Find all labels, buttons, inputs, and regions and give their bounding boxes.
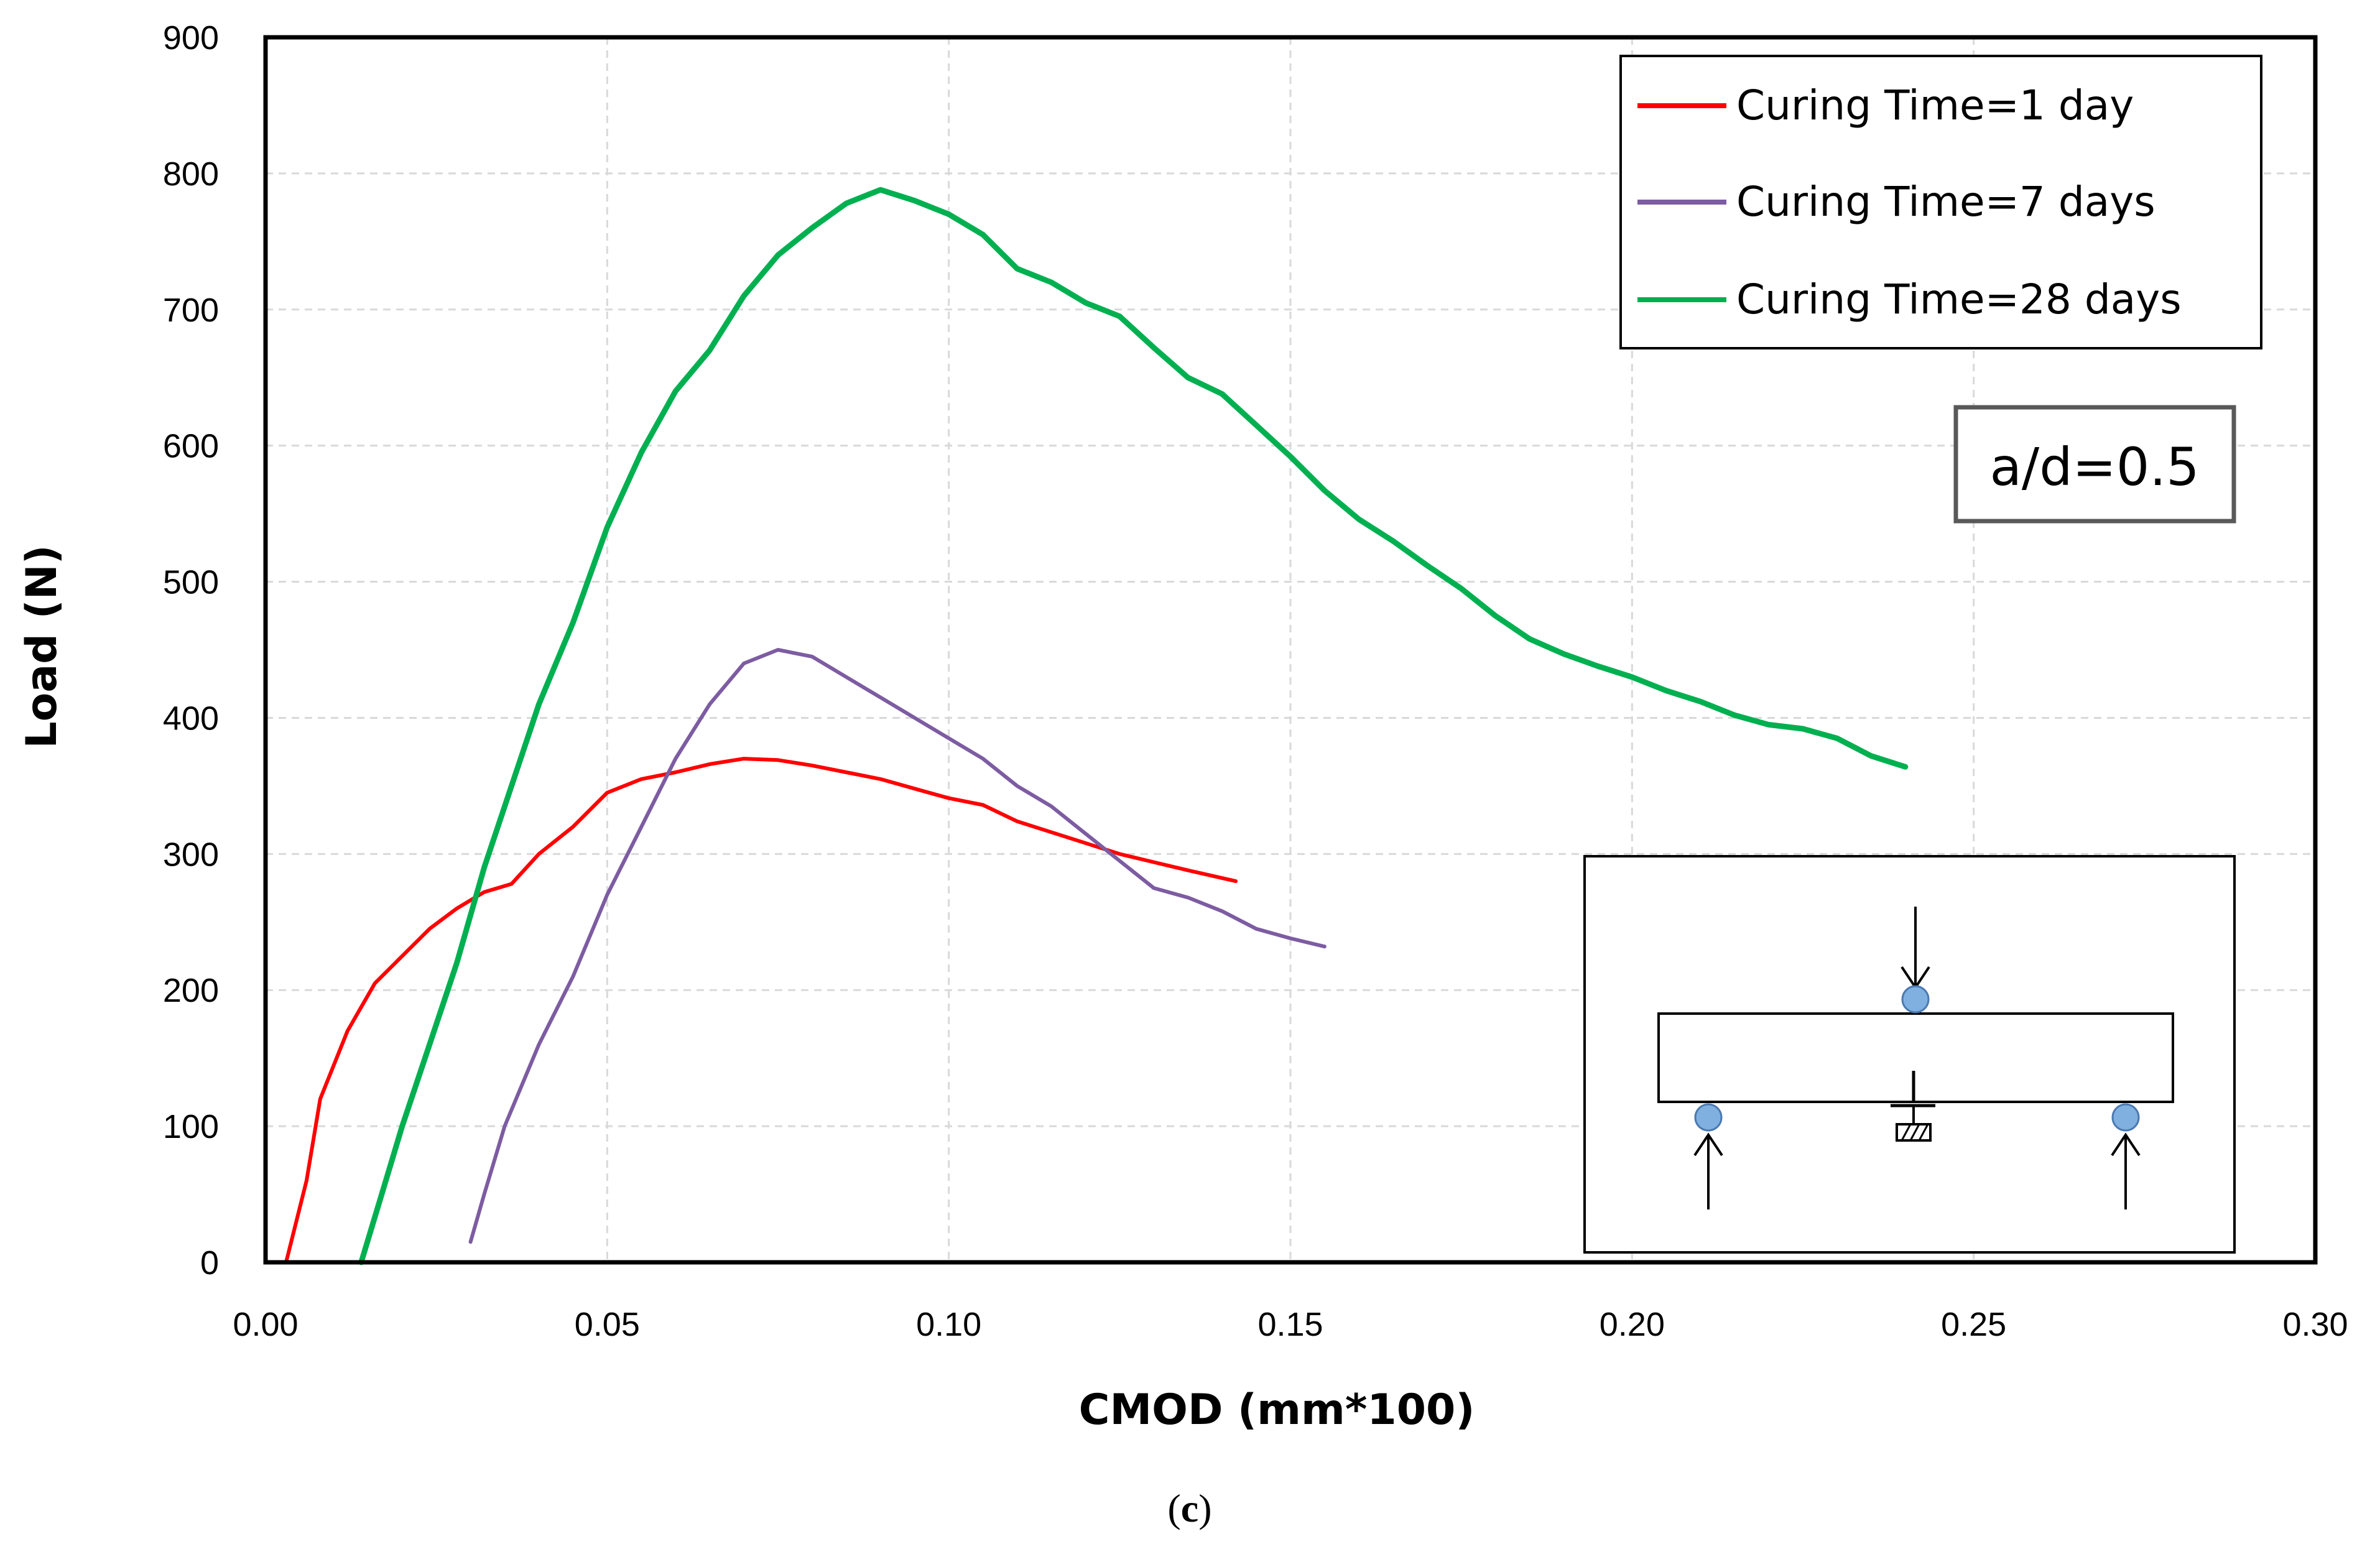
plot-frame	[263, 35, 2318, 1265]
y-tick-label: 100	[163, 1108, 219, 1145]
clip-gauge-body	[1896, 1123, 1932, 1142]
y-tick-label: 600	[163, 428, 219, 465]
caption-open-paren: (	[1167, 1486, 1180, 1530]
series-line-curing-time-1-day	[284, 757, 1238, 1264]
x-tick-label: 0.00	[233, 1306, 298, 1343]
x-tick-labels: 0.00 0.05 0.10 0.15 0.20 0.25 0.30	[233, 1306, 2348, 1343]
series-line-curing-time-7-days	[468, 648, 1327, 1244]
figure-caption: (c)	[1167, 1486, 1211, 1530]
legend-label-1-day: Curing Time=1 day	[1736, 81, 2134, 129]
y-axis-title: Load (N)	[17, 545, 67, 748]
series-line-curing-time-28-days	[358, 187, 1909, 1265]
right-support-roller	[2111, 1103, 2140, 1132]
legend-label-28-days: Curing Time=28 days	[1736, 275, 2182, 323]
x-tick-label: 0.30	[2282, 1306, 2348, 1343]
left-support-roller	[1694, 1103, 1723, 1132]
x-tick-label: 0.25	[1941, 1306, 2006, 1343]
beam	[1657, 1012, 2174, 1103]
y-tick-label: 0	[200, 1244, 219, 1282]
y-tick-label: 500	[163, 564, 219, 601]
left-reaction-arrowhead-icon	[1693, 1132, 1723, 1157]
test-setup-inset	[1583, 855, 2236, 1254]
y-tick-label: 700	[163, 292, 219, 329]
clip-gauge-hatch	[1901, 1124, 1929, 1141]
y-tick-label: 300	[163, 836, 219, 873]
caption-close-paren: )	[1198, 1486, 1211, 1530]
ratio-label: a/d=0.5	[1989, 437, 2199, 497]
x-tick-label: 0.15	[1257, 1306, 1323, 1343]
ratio-annotation: a/d=0.5	[1953, 405, 2236, 524]
legend-label-7-days: Curing Time=7 days	[1736, 178, 2155, 226]
x-tick-label: 0.10	[916, 1306, 981, 1343]
y-tick-label: 400	[163, 700, 219, 737]
y-tick-labels: 0 100 200 300 400 500 600 700 800 900	[163, 19, 219, 1282]
x-tick-label: 0.20	[1600, 1306, 1665, 1343]
y-tick-label: 800	[163, 155, 219, 193]
legend-box	[1619, 55, 2262, 349]
load-roller	[1901, 985, 1930, 1014]
ratio-box	[1953, 405, 2236, 524]
x-tick-label: 0.05	[575, 1306, 640, 1343]
y-tick-label: 900	[163, 19, 219, 57]
y-tick-label: 200	[163, 972, 219, 1009]
caption-letter: c	[1181, 1486, 1198, 1530]
legend: Curing Time=1 day Curing Time=7 days Cur…	[1619, 55, 2262, 349]
series-layer	[284, 187, 1909, 1265]
x-axis-title: CMOD (mm*100)	[1079, 1385, 1475, 1435]
right-reaction-arrowhead-icon	[2111, 1132, 2141, 1157]
